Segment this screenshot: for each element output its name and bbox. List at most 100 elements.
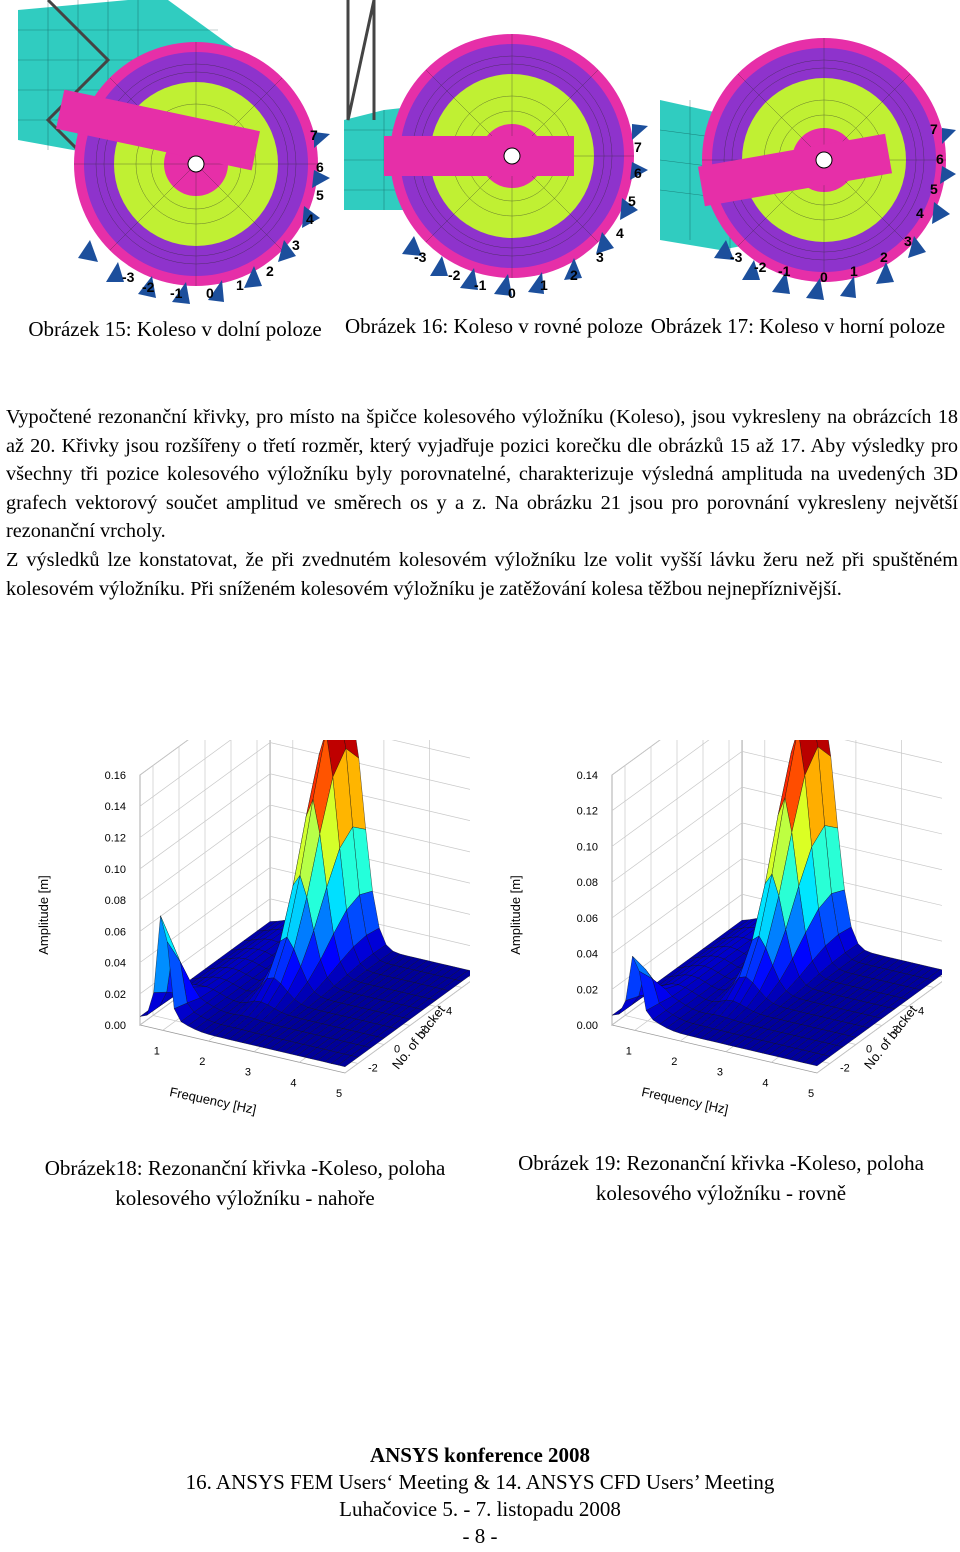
bucket-label: 2 (880, 249, 888, 265)
z-axis-label: Amplitude [m] (36, 875, 51, 954)
bucket-label: 1 (540, 277, 548, 293)
z-tick-label: 0.06 (577, 913, 598, 925)
y-tick-label: 0 (866, 1044, 872, 1056)
bucket-label: 1 (850, 263, 858, 279)
grid-line (139, 898, 476, 995)
x-tick-label: 3 (717, 1067, 723, 1079)
y-tick-label: 0 (394, 1044, 400, 1056)
z-tick-label: 0.14 (105, 801, 126, 813)
x-tick-label: 1 (154, 1045, 160, 1057)
z-tick-label: 0.12 (105, 833, 126, 845)
figure-19-caption: Obrázek 19: Rezonanční křivka -Koleso, p… (518, 1151, 924, 1205)
bucket-label: 3 (292, 237, 300, 253)
x-tick-label: 5 (808, 1088, 814, 1100)
bucket-label: 6 (634, 165, 642, 181)
bucket-label: 5 (316, 187, 324, 203)
figure-17-caption: Obrázek 17: Koleso v horní poloze (650, 314, 946, 338)
footer-meeting: 16. ANSYS FEM Users‘ Meeting & 14. ANSYS… (185, 1470, 775, 1494)
tick-labels: 0.00 0.02 0.04 0.06 0.08 0.10 0.12 0.14 0.16 1 2 3 4… (105, 770, 479, 1100)
y-tick-label: 2 (420, 1025, 426, 1037)
z-tick-label: 0.10 (577, 841, 598, 853)
bucket-label: -2 (448, 267, 461, 283)
bucket-label: 7 (634, 139, 642, 155)
bucket-label: 5 (628, 193, 636, 209)
x-axis-label: Frequency [Hz] (168, 1084, 257, 1117)
bucket-label: -1 (170, 285, 183, 301)
bucket-label: 4 (916, 205, 924, 221)
z-tick-label: 0.12 (577, 806, 598, 818)
grid-line (611, 751, 948, 847)
x-tick-label: 5 (336, 1088, 342, 1100)
paragraph: Vypočtené rezonanční křivky, pro místo n… (6, 406, 958, 543)
chart-figure-19: 0.00 0.02 0.04 0.06 0.08 0.10 0.12 0.14 1 2 3 4 5 -2 0… (502, 679, 950, 1120)
bucket-label: -2 (754, 259, 767, 275)
z-tick-label: 0.02 (577, 984, 598, 996)
bucket-label: 6 (316, 159, 324, 175)
footer-location: Luhačovice 5. - 7. listopadu 2008 (339, 1497, 621, 1521)
bucket-label: 1 (236, 277, 244, 293)
z-tick-label: 0.16 (105, 770, 126, 782)
z-tick-label: 0.00 (577, 1020, 598, 1032)
x-tick-label: 4 (762, 1077, 768, 1089)
grid-line (611, 822, 948, 919)
bucket-label: -2 (142, 279, 155, 295)
x-tick-label: 2 (199, 1056, 205, 1068)
footer-conference: ANSYS konference 2008 (369, 1443, 591, 1467)
grid-line (139, 835, 476, 932)
bucket-label: 4 (616, 225, 624, 241)
bucket-label: -3 (414, 249, 427, 265)
body-text: Vypočtené rezonanční křivky, pro místo n… (6, 403, 958, 603)
z-tick-label: 0.04 (577, 949, 598, 961)
z-tick-label: 0.10 (105, 864, 126, 876)
y-tick-label: -2 (840, 1063, 850, 1075)
figure-15-model: -3 -2 -1 0 1 2 3 4 5 6 7 (18, 0, 340, 310)
y-tick-label: 4 (446, 1006, 452, 1018)
bucket-label: 3 (904, 233, 912, 249)
surface (139, 708, 476, 1067)
surface-patch (809, 1054, 831, 1067)
grid-line (139, 742, 476, 838)
figure-18-caption: Obrázek18: Rezonanční křivka -Koleso, po… (44, 1156, 446, 1210)
x-tick-label: 2 (671, 1056, 677, 1068)
bucket-label: -1 (778, 263, 791, 279)
grid-line (139, 773, 476, 870)
figure-16-model: -3 -2 -1 0 1 2 3 4 5 6 7 (344, 0, 654, 310)
z-tick-label: 0.02 (105, 989, 126, 1001)
bucket-label: 7 (310, 127, 318, 143)
x-tick-label: 3 (245, 1067, 251, 1079)
bucket-label: -1 (474, 277, 487, 293)
figure-15-caption: Obrázek 15: Koleso v dolní poloze (28, 317, 322, 341)
z-tick-label: 0.08 (577, 877, 598, 889)
z-tick-label: 0.06 (105, 926, 126, 938)
x-tick-label: 4 (290, 1077, 296, 1089)
bucket-label: 2 (570, 267, 578, 283)
surface-patch (337, 1055, 359, 1067)
page-number: - 8 - (462, 1524, 498, 1548)
y-tick-label: 4 (918, 1006, 924, 1018)
bucket-label: 2 (266, 263, 274, 279)
bucket-label: 4 (306, 211, 314, 227)
bucket-label: 5 (930, 181, 938, 197)
bucket-label: 6 (936, 151, 944, 167)
bucket-label: -3 (122, 269, 135, 285)
bucket-label: 7 (930, 121, 938, 137)
surface (611, 708, 948, 1067)
grid-line (139, 804, 476, 901)
bucket-label: -3 (730, 249, 743, 265)
grid-line (139, 867, 476, 963)
bucket-label: 0 (820, 269, 828, 285)
bucket-label: 3 (596, 249, 604, 265)
z-tick-label: 0.14 (577, 770, 598, 782)
bucket-label: 0 (206, 285, 214, 301)
footer: ANSYS konference 2008 16. ANSYS FEM User… (0, 1442, 960, 1550)
y-tick-label: -2 (368, 1063, 378, 1075)
grid-line (611, 893, 948, 990)
grid-line (611, 786, 948, 883)
bucket-label: 0 (508, 285, 516, 301)
x-axis-label: Frequency [Hz] (640, 1084, 729, 1117)
chart-figure-18: 0.00 0.02 0.04 0.06 0.08 0.10 0.12 0.14 0.16 1 2 3 4… (30, 679, 479, 1120)
y-tick-label: 2 (892, 1025, 898, 1037)
z-tick-label: 0.00 (105, 1020, 126, 1032)
grid-line (611, 858, 948, 954)
z-tick-label: 0.08 (105, 895, 126, 907)
